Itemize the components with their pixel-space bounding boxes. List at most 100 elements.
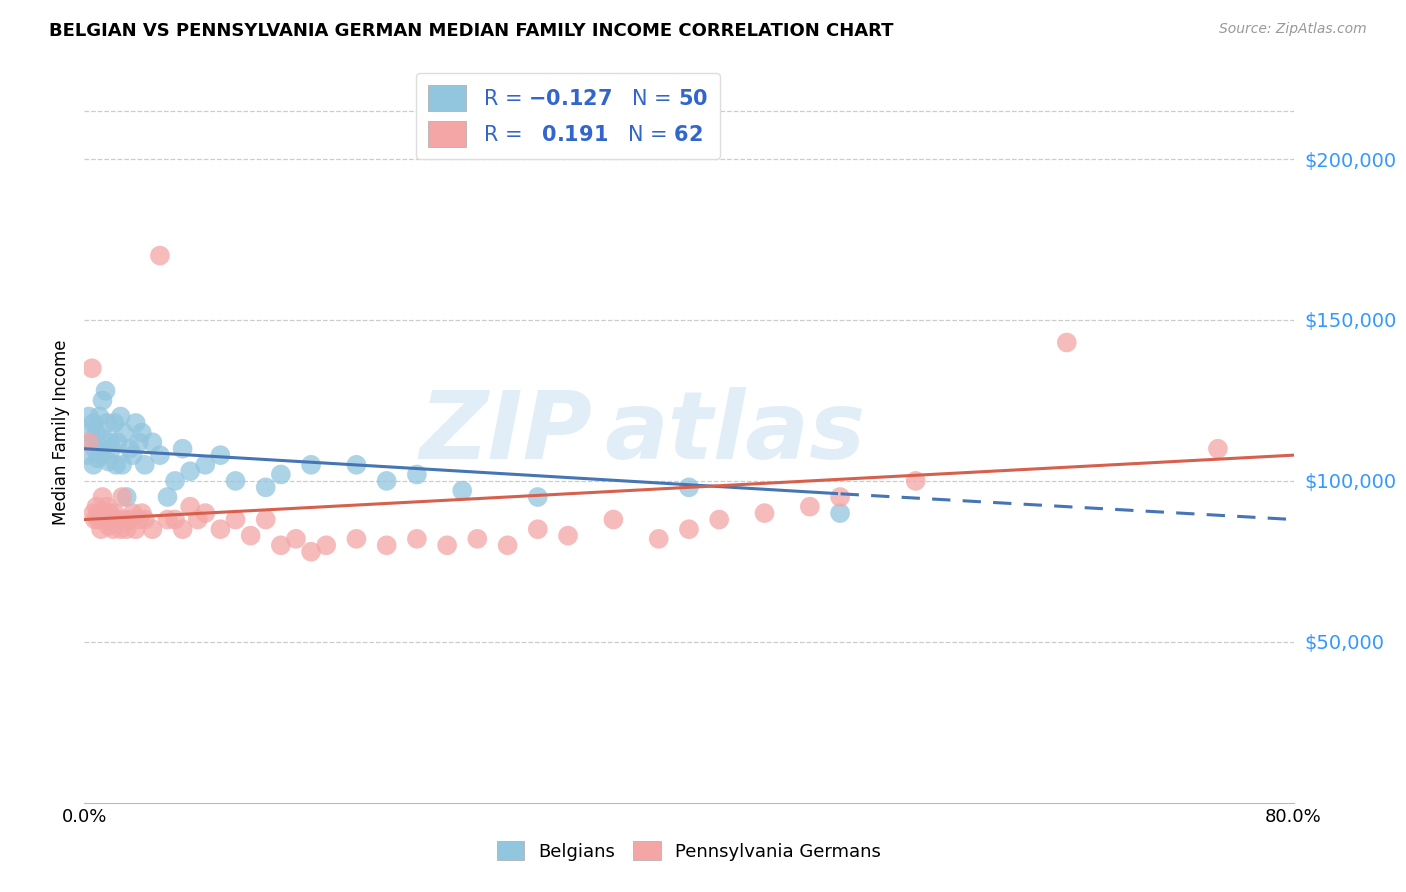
Point <box>101 522 124 536</box>
Point <box>110 522 132 536</box>
Point <box>125 522 148 536</box>
Point <box>254 480 277 494</box>
Point <box>98 435 121 450</box>
Point <box>118 442 141 456</box>
Point <box>94 512 117 526</box>
Point <box>602 512 624 526</box>
Point <box>709 512 731 526</box>
Point <box>904 474 927 488</box>
Text: ZIP: ZIP <box>419 386 592 479</box>
Point <box>172 442 194 456</box>
Point <box>91 490 114 504</box>
Point <box>496 538 519 552</box>
Point <box>100 512 122 526</box>
Point <box>121 506 143 520</box>
Point <box>131 506 153 520</box>
Point <box>115 490 138 504</box>
Point <box>165 512 187 526</box>
Point <box>156 490 179 504</box>
Point <box>346 458 368 472</box>
Point <box>648 532 671 546</box>
Point <box>87 451 110 466</box>
Point <box>149 448 172 462</box>
Point <box>111 458 134 472</box>
Point <box>131 425 153 440</box>
Point <box>254 512 277 526</box>
Point <box>527 522 550 536</box>
Point <box>86 500 108 514</box>
Point <box>128 512 150 526</box>
Legend: Belgians, Pennsylvania Germans: Belgians, Pennsylvania Germans <box>489 834 889 868</box>
Point <box>299 458 322 472</box>
Point <box>1056 335 1078 350</box>
Point <box>225 512 247 526</box>
Point <box>149 249 172 263</box>
Point <box>172 522 194 536</box>
Point <box>299 545 322 559</box>
Point <box>270 538 292 552</box>
Text: Source: ZipAtlas.com: Source: ZipAtlas.com <box>1219 22 1367 37</box>
Point <box>1206 442 1229 456</box>
Text: atlas: atlas <box>605 386 866 479</box>
Point <box>98 506 121 520</box>
Point <box>239 528 262 542</box>
Point <box>79 425 101 440</box>
Y-axis label: Median Family Income: Median Family Income <box>52 340 70 525</box>
Point <box>104 416 127 430</box>
Point <box>125 416 148 430</box>
Point <box>97 519 120 533</box>
Point <box>121 448 143 462</box>
Point <box>107 512 129 526</box>
Point <box>77 435 100 450</box>
Point <box>451 483 474 498</box>
Point <box>82 416 104 430</box>
Point <box>86 425 108 440</box>
Point <box>315 538 337 552</box>
Point <box>100 442 122 456</box>
Point <box>93 506 115 520</box>
Point <box>128 435 150 450</box>
Point <box>111 490 134 504</box>
Point <box>678 522 700 536</box>
Point <box>115 522 138 536</box>
Point <box>93 432 115 446</box>
Point <box>77 409 100 424</box>
Point <box>557 528 579 542</box>
Point <box>96 416 118 430</box>
Point <box>209 522 232 536</box>
Point <box>194 506 217 520</box>
Point <box>80 361 103 376</box>
Point <box>112 425 135 440</box>
Point <box>87 512 110 526</box>
Point <box>270 467 292 482</box>
Point <box>91 393 114 408</box>
Point <box>179 464 201 478</box>
Point <box>375 474 398 488</box>
Point <box>436 538 458 552</box>
Point <box>209 448 232 462</box>
Point <box>141 522 163 536</box>
Point <box>141 435 163 450</box>
Point <box>467 532 489 546</box>
Point <box>527 490 550 504</box>
Point <box>225 474 247 488</box>
Point <box>89 409 111 424</box>
Point <box>678 480 700 494</box>
Point <box>110 409 132 424</box>
Point <box>346 532 368 546</box>
Point <box>112 512 135 526</box>
Point <box>96 500 118 514</box>
Point <box>84 512 107 526</box>
Point <box>107 435 129 450</box>
Point <box>82 506 104 520</box>
Point <box>84 442 107 456</box>
Point <box>156 512 179 526</box>
Point <box>94 384 117 398</box>
Point <box>285 532 308 546</box>
Point <box>830 506 852 520</box>
Point <box>118 512 141 526</box>
Point <box>134 512 156 526</box>
Point <box>90 448 112 462</box>
Point <box>105 458 128 472</box>
Point <box>82 458 104 472</box>
